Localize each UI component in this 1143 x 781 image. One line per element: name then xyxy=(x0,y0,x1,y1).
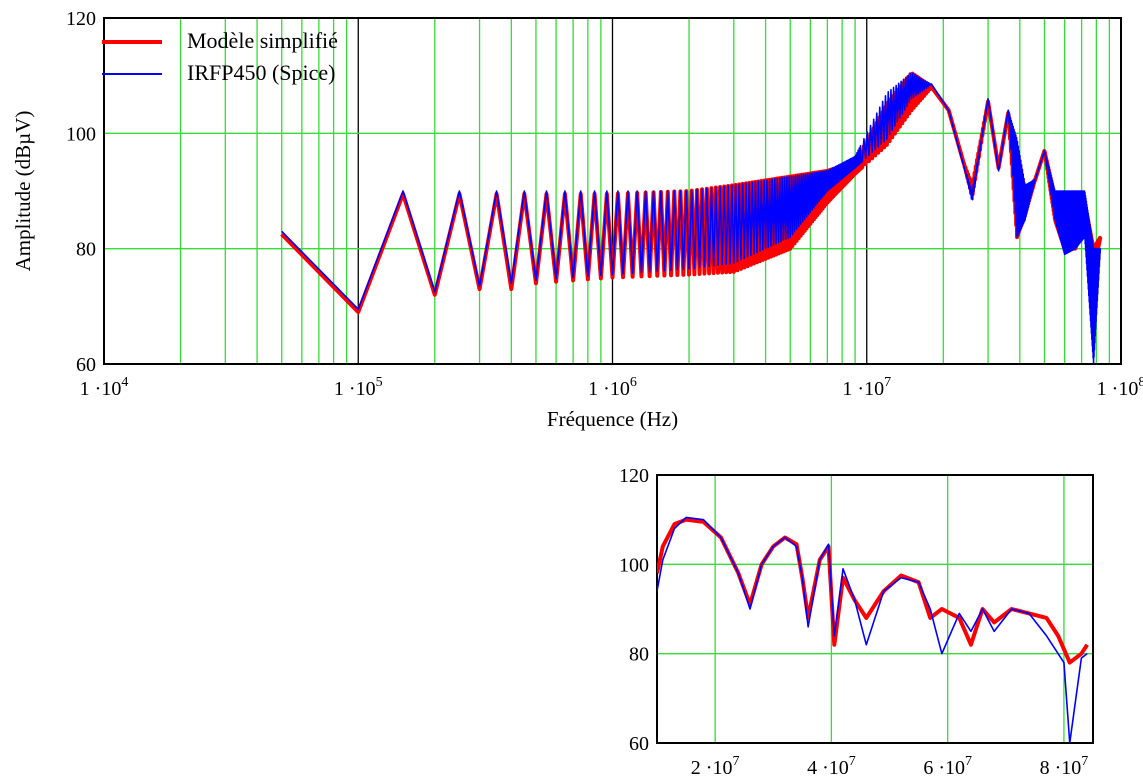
main-ylabel: Amplitude (dBµV) xyxy=(11,111,35,272)
legend-swatch-spice xyxy=(102,73,162,75)
inset-ytick-label: 60 xyxy=(629,733,649,755)
main-xtick-label: 1 ·104 xyxy=(80,375,129,400)
main-ytick-label: 120 xyxy=(66,8,96,30)
inset-xtick-label: 4 ·107 xyxy=(807,754,856,779)
main-xtick-label: 1 ·108 xyxy=(1097,375,1143,400)
main-ytick-label: 60 xyxy=(76,354,96,376)
inset-xtick-label: 6 ·107 xyxy=(923,754,972,779)
main-ytick-label: 80 xyxy=(76,239,96,261)
main-xtick-label: 1 ·107 xyxy=(842,375,891,400)
main-xlabel: Fréquence (Hz) xyxy=(547,407,678,431)
inset-grid xyxy=(657,474,1093,744)
inset-xtick-label: 2 ·107 xyxy=(691,754,740,779)
main-frame xyxy=(103,17,1122,365)
inset-frame xyxy=(656,474,1094,744)
inset-xtick-label: 8 ·107 xyxy=(1040,754,1089,779)
inset-ytick-label: 80 xyxy=(629,644,649,666)
legend-label-spice: IRFP450 (Spice) xyxy=(187,60,336,85)
inset-ytick-label: 120 xyxy=(619,465,649,487)
inset-series-model-line xyxy=(657,517,1089,665)
inset-ytick-label: 100 xyxy=(619,554,649,576)
inset-series-spice-line xyxy=(657,516,1088,743)
legend-swatch-model xyxy=(102,40,162,44)
main-xtick-label: 1 ·106 xyxy=(588,375,637,400)
main-xtick-label: 1 ·105 xyxy=(334,375,383,400)
legend-label-model: Modèle simplifié xyxy=(187,28,338,53)
main-ytick-label: 100 xyxy=(66,123,96,145)
main-series-spice-line xyxy=(281,72,1102,364)
